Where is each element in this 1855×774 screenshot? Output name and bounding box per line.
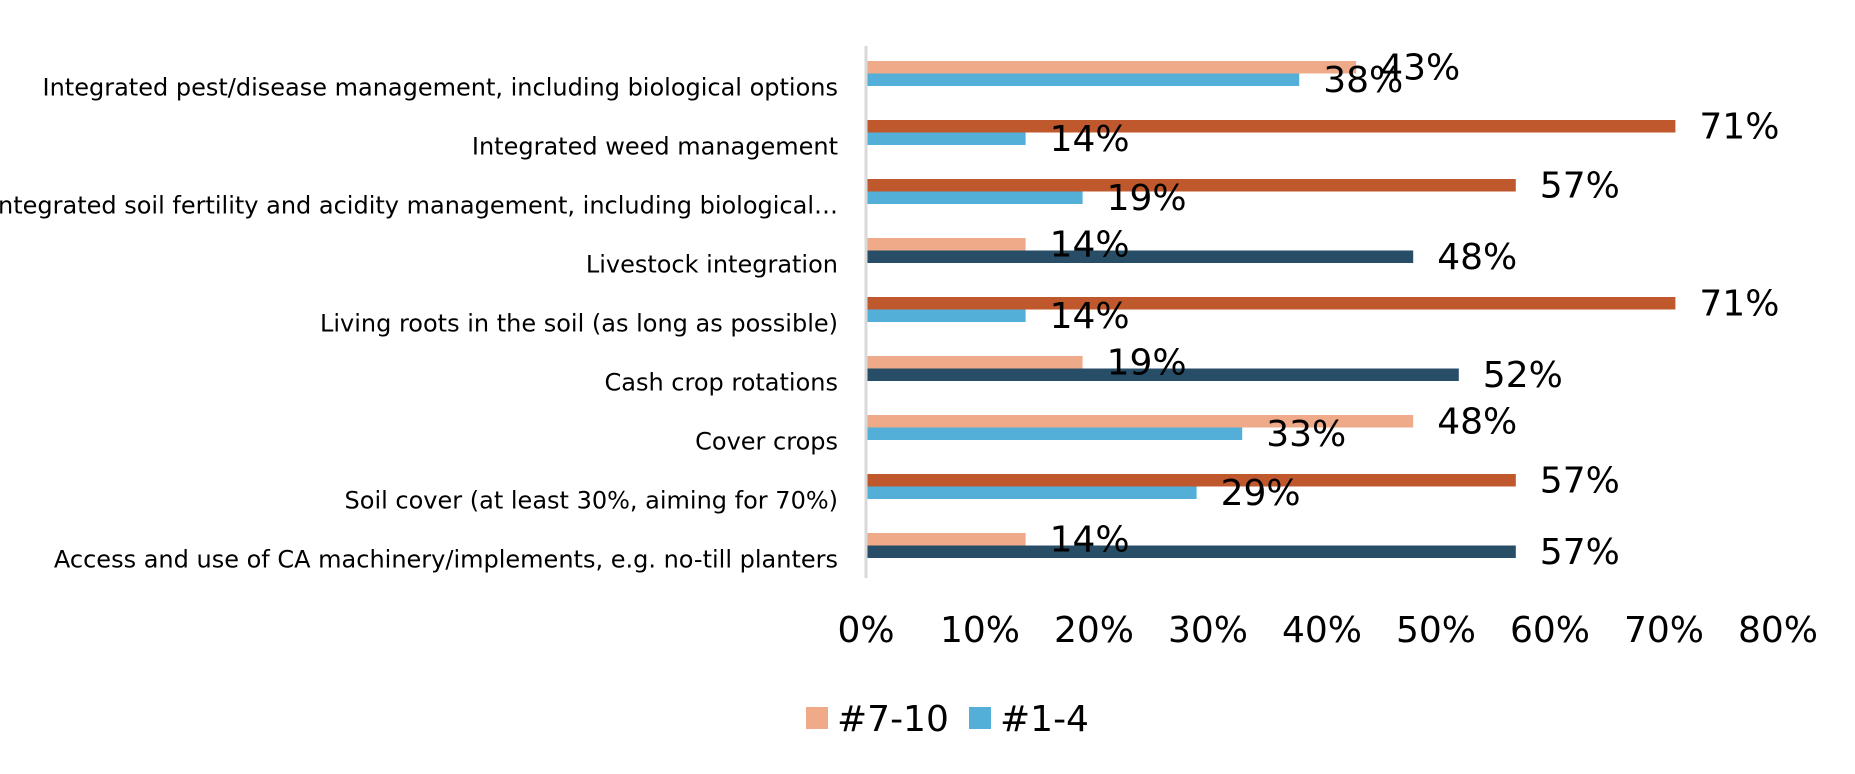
category-label: Living roots in the soil (as long as pos… [320,310,838,338]
bar-series-1 [866,120,1676,133]
bar-series-1 [866,238,1026,251]
bar-series-1 [866,179,1516,192]
value-label: 33% [1266,414,1346,455]
legend-label: #1-4 [1000,699,1089,740]
value-label: 71% [1699,283,1779,324]
x-tick-label: 50% [1396,610,1476,651]
bar-series-1 [866,474,1516,487]
value-label: 57% [1540,460,1620,501]
legend-swatch [806,707,828,729]
x-tick-label: 10% [940,610,1020,651]
bar-series-2 [866,545,1516,558]
legend-label: #7-10 [837,699,949,740]
category-label: Integrated weed management [472,133,838,161]
value-label: 48% [1437,237,1517,278]
legend-swatch [969,707,991,729]
value-label: 19% [1107,178,1187,219]
category-label: Access and use of CA machinery/implement… [54,546,838,574]
bar-series-2 [866,250,1414,263]
category-label: Cash crop rotations [604,369,838,397]
category-label: Integrated pest/disease management, incl… [43,74,838,102]
value-label: 48% [1437,401,1517,442]
x-tick-label: 40% [1282,610,1362,651]
category-label: Livestock integration [586,251,838,279]
x-tick-label: 30% [1168,610,1248,651]
value-label: 43% [1380,47,1460,88]
value-label: 38% [1323,60,1403,101]
x-tick-label: 60% [1510,610,1590,651]
value-labels: 43%38% 71% 14% 57% 19% 14% 48% 71% 14% 19% 52% 48% 3… [1050,47,1780,573]
x-tick-label: 20% [1054,610,1134,651]
bar-series-1 [866,356,1083,369]
bar-series-1 [866,533,1026,546]
legend: #7-10 #1-4 [806,699,1089,740]
x-tick-label: 0% [837,610,894,651]
value-label: 19% [1107,342,1187,383]
bar-series-1 [866,415,1414,428]
category-label: Integrated soil fertility and acidity ma… [0,192,838,220]
value-label: 71% [1699,106,1779,147]
bar-series-2 [866,486,1197,499]
bar-series-2 [866,309,1026,322]
bars-layer [866,61,1676,558]
x-axis-tick-labels: 0% 10% 20% 30% 40% 50% 60% 70% 80% [837,610,1818,651]
bar-series-2 [866,191,1083,204]
value-label: 57% [1540,532,1620,573]
value-label: 14% [1050,224,1130,265]
value-label: 29% [1221,473,1301,514]
bar-series-2 [866,73,1300,86]
category-label: Soil cover (at least 30%, aiming for 70%… [345,487,838,515]
value-label: 14% [1050,119,1130,160]
bar-series-1 [866,297,1676,310]
bar-series-2 [866,132,1026,145]
bar-series-2 [866,427,1243,440]
value-label: 57% [1540,165,1620,206]
value-label: 52% [1483,355,1563,396]
x-tick-label: 80% [1738,610,1818,651]
value-label: 14% [1050,519,1130,560]
bar-series-1 [866,61,1357,74]
category-labels: Integrated pest/disease management, incl… [0,74,838,574]
value-label: 14% [1050,296,1130,337]
category-label: Cover crops [695,428,838,456]
x-tick-label: 70% [1624,610,1704,651]
bar-series-2 [866,368,1459,381]
